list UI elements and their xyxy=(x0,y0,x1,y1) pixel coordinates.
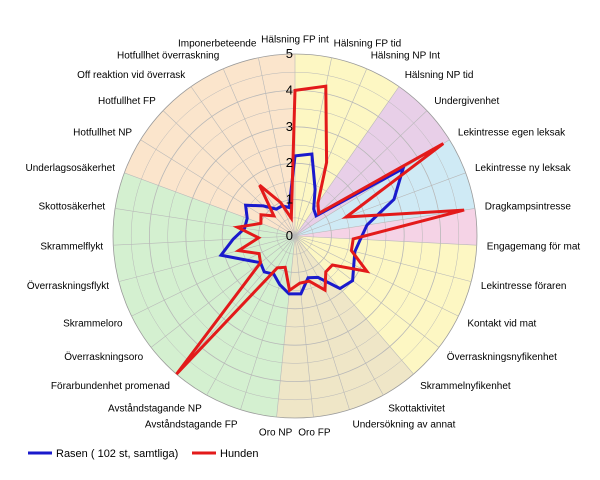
grid-spoke xyxy=(294,68,368,237)
axis-label: Skottaktivitet xyxy=(388,404,445,415)
axis-label: Kontakt vid mat xyxy=(467,318,536,329)
grid-spoke xyxy=(240,235,296,410)
tick-label: 4 xyxy=(286,82,293,97)
legend: Rasen ( 102 st, samtliga) Hunden xyxy=(28,448,259,460)
grid-spoke xyxy=(294,235,477,246)
axis-label: Lekintresse egen leksak xyxy=(458,127,566,138)
axis-label: Underlagsosäkerhet xyxy=(26,163,116,174)
axis-label: Skrammelnyfikenhet xyxy=(420,381,511,392)
series-line-hunden xyxy=(175,84,465,376)
grid-spoke xyxy=(294,235,384,396)
tick-label: 1 xyxy=(286,192,293,207)
grid-spoke xyxy=(118,235,296,282)
axis-label: Dragkampsintresse xyxy=(485,202,572,213)
grid-spoke xyxy=(294,235,459,317)
axis-label: Oro FP xyxy=(298,428,331,439)
grid-spoke xyxy=(294,172,466,237)
grid-spoke xyxy=(294,235,350,410)
grid-spoke xyxy=(115,208,296,237)
axis-label: Hälsning FP int xyxy=(261,35,329,46)
axis-label: Undergivenhet xyxy=(434,96,499,107)
grid-spoke xyxy=(150,235,296,348)
tick-label: 0 xyxy=(286,228,293,243)
legend-label-hunden: Hunden xyxy=(220,448,259,460)
grid-spoke xyxy=(276,235,296,418)
grid-spoke xyxy=(294,86,400,237)
grid-spoke xyxy=(140,139,296,237)
grid-spoke xyxy=(294,235,440,348)
tick-label: 3 xyxy=(286,119,293,134)
tick-label: 2 xyxy=(286,155,293,170)
grid-spoke xyxy=(294,235,314,418)
axis-label: Hälsning NP tid xyxy=(405,70,474,81)
axis-label: Hotfullhet överraskning xyxy=(117,51,219,62)
radial-tick-labels: 0 1 2 3 4 5 xyxy=(286,46,293,243)
grid-spoke xyxy=(124,172,296,237)
axis-label: Hotfullhet FP xyxy=(98,96,156,107)
grid-spoke xyxy=(294,235,472,282)
axis-label: Förarbundenhet promenad xyxy=(51,381,170,392)
legend-label-rasen: Rasen ( 102 st, samtliga) xyxy=(56,448,178,460)
grid-spoke xyxy=(294,235,414,375)
sector-wedge-7 xyxy=(124,54,296,236)
sector-wedge-4 xyxy=(295,236,477,375)
axis-label: Undersökning av annat xyxy=(353,420,456,431)
axis-label: Överraskningsflykt xyxy=(27,280,109,292)
grid-spoke xyxy=(176,235,296,375)
axis-label: Överraskningsoro xyxy=(64,351,143,363)
grid-spoke xyxy=(113,235,296,246)
axis-label: Avståndstagande FP xyxy=(145,419,238,431)
axis-label: Off reaktion vid överrask xyxy=(77,70,186,81)
sector-wedge-1 xyxy=(295,86,450,236)
axis-label: Överraskningsnyfikenhet xyxy=(447,351,557,363)
grid-spoke xyxy=(131,235,296,317)
axis-label: Oro NP xyxy=(259,428,293,439)
grid-spoke xyxy=(294,208,475,237)
axis-label: Skottosäkerhet xyxy=(38,202,105,213)
axis-label: Engagemang för mat xyxy=(487,242,581,253)
radar-grid xyxy=(112,53,478,419)
axis-label: Hälsning FP tid xyxy=(334,39,402,50)
axis-label: Hälsning NP Int xyxy=(371,51,441,62)
grid-spoke xyxy=(190,86,296,237)
axis-label: Imponerbeteende xyxy=(178,39,257,50)
axis-label: Hotfullhet NP xyxy=(73,127,132,138)
tick-label: 5 xyxy=(286,46,293,61)
axis-label: Avståndstagande NP xyxy=(108,403,202,415)
grid-spoke xyxy=(206,235,296,396)
axis-label: Lekintresse ny leksak xyxy=(475,163,572,174)
axis-label: Skrammeloro xyxy=(63,318,123,329)
axis-label: Lekintresse föraren xyxy=(481,281,567,292)
series-lines xyxy=(175,84,465,376)
axis-label: Skrammelflykt xyxy=(40,242,103,253)
